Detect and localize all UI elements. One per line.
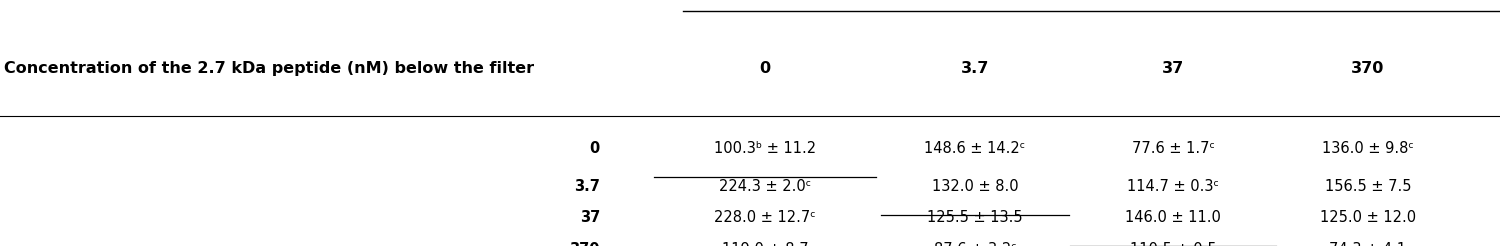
Text: 114.7 ± 0.3ᶜ: 114.7 ± 0.3ᶜ [1126,180,1220,194]
Text: 77.6 ± 1.7ᶜ: 77.6 ± 1.7ᶜ [1131,141,1215,156]
Text: 0: 0 [590,141,600,156]
Text: 224.3 ± 2.0ᶜ: 224.3 ± 2.0ᶜ [718,180,812,194]
Text: 125.5 ± 13.5: 125.5 ± 13.5 [927,210,1023,225]
Text: 370: 370 [570,242,600,246]
Text: 37: 37 [579,210,600,225]
Text: Concentration of the 2.7 kDa peptide (nM) below the filter: Concentration of the 2.7 kDa peptide (nM… [4,62,534,76]
Text: 156.5 ± 7.5: 156.5 ± 7.5 [1324,180,1412,194]
Text: 370: 370 [1352,62,1384,76]
Text: 100.3ᵇ ± 11.2: 100.3ᵇ ± 11.2 [714,141,816,156]
Text: 3.7: 3.7 [574,180,600,194]
Text: 87.6 ± 3.2ᶜ: 87.6 ± 3.2ᶜ [933,242,1017,246]
Text: 136.0 ± 9.8ᶜ: 136.0 ± 9.8ᶜ [1322,141,1414,156]
Text: 0: 0 [759,62,771,76]
Text: 37: 37 [1162,62,1184,76]
Text: 228.0 ± 12.7ᶜ: 228.0 ± 12.7ᶜ [714,210,816,225]
Text: 74.3 ± 4.1: 74.3 ± 4.1 [1329,242,1407,246]
Text: 119.0 ± 8.7: 119.0 ± 8.7 [722,242,809,246]
Text: 148.6 ± 14.2ᶜ: 148.6 ± 14.2ᶜ [924,141,1026,156]
Text: 125.0 ± 12.0: 125.0 ± 12.0 [1320,210,1416,225]
Text: 110.5 ± 0.5: 110.5 ± 0.5 [1130,242,1216,246]
Text: 146.0 ± 11.0: 146.0 ± 11.0 [1125,210,1221,225]
Text: 3.7: 3.7 [962,62,988,76]
Text: 132.0 ± 8.0: 132.0 ± 8.0 [932,180,1019,194]
